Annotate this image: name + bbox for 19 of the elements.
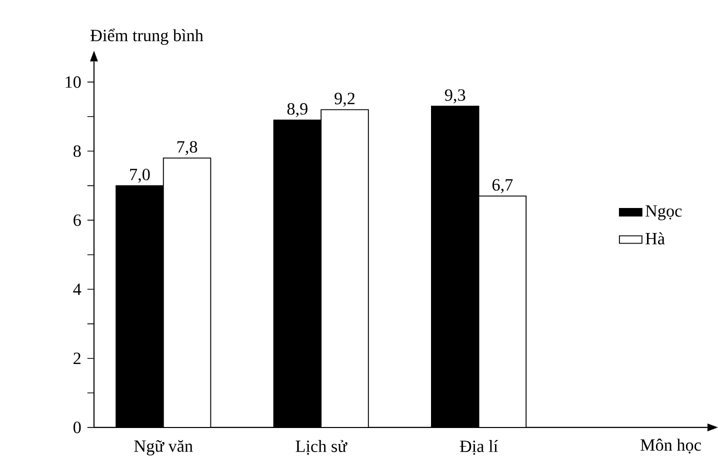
x-tick-label: Lịch sử bbox=[296, 440, 348, 455]
x-axis-title: Môn học bbox=[640, 438, 701, 454]
x-tick-label: Ngữ văn bbox=[134, 440, 193, 456]
data-label: 9,3 bbox=[444, 89, 466, 104]
y-tick-label: 10 bbox=[66, 76, 81, 88]
y-tick-label: 4 bbox=[73, 284, 82, 295]
x-tick-label: Địa lí bbox=[460, 440, 498, 455]
legend-label: Hà bbox=[646, 232, 665, 244]
data-label: 7,0 bbox=[130, 168, 150, 183]
y-axis-title: Điểm trung bình bbox=[90, 28, 204, 45]
data-label: 9,2 bbox=[334, 92, 355, 107]
legend-label: Ngọc bbox=[646, 205, 682, 220]
y-tick-label: 0 bbox=[74, 422, 81, 434]
data-label: 6,7 bbox=[492, 179, 513, 194]
y-tick-label: 6 bbox=[74, 214, 81, 226]
y-tick-label: 2 bbox=[74, 352, 80, 364]
data-label: 8,9 bbox=[287, 103, 308, 118]
y-tick-label: 8 bbox=[74, 145, 81, 157]
data-label: 7,8 bbox=[177, 141, 198, 156]
